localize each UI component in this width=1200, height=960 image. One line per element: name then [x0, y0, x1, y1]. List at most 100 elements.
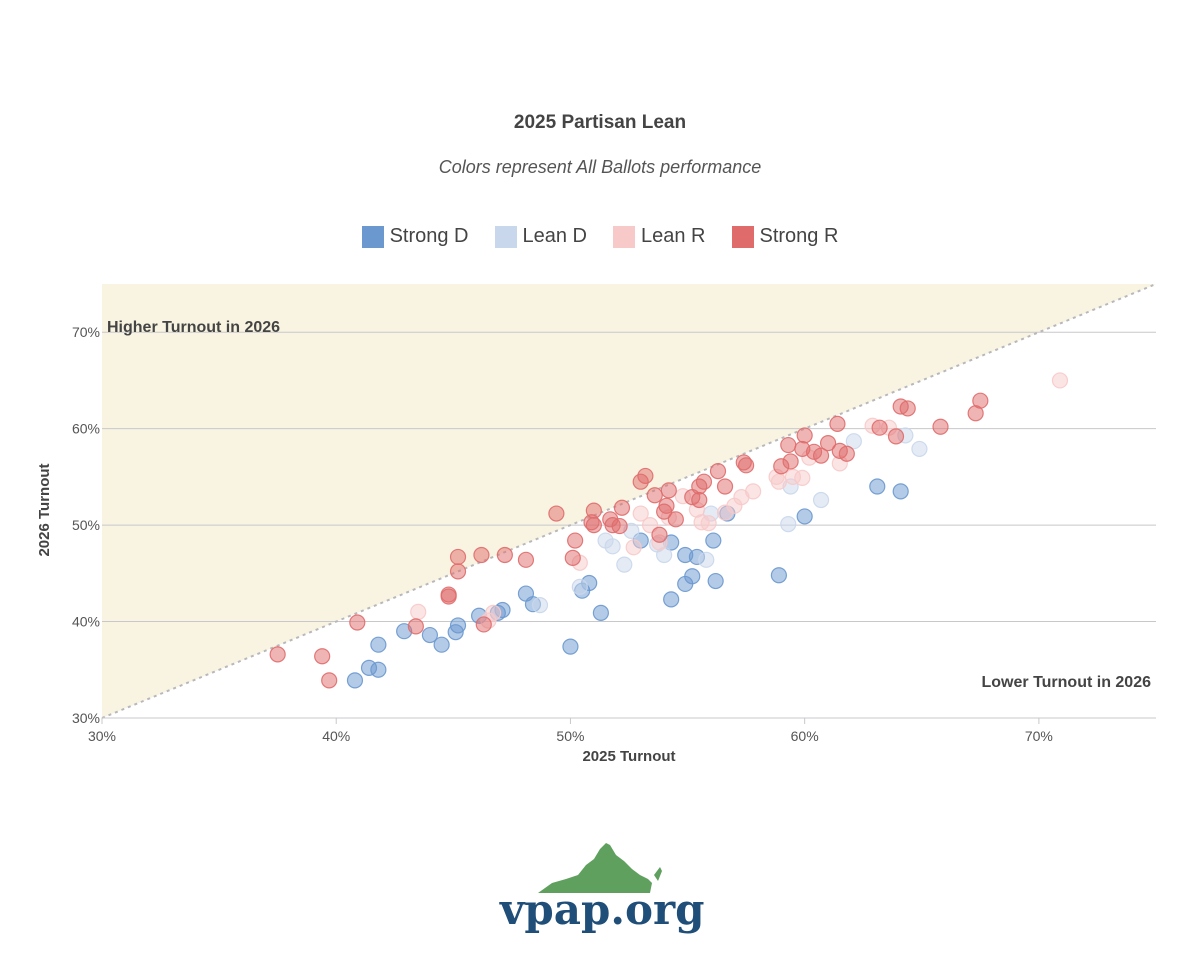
logo-text: vpap.org: [500, 885, 705, 934]
data-point: [567, 532, 584, 549]
x-tick-label: 50%: [556, 728, 584, 744]
data-point: [887, 428, 905, 445]
data-point: [585, 517, 602, 534]
data-point: [531, 597, 549, 614]
data-point: [269, 646, 286, 663]
data-point: [911, 440, 928, 458]
legend-swatch: [361, 225, 384, 248]
data-point: [449, 563, 467, 580]
data-point: [667, 511, 684, 528]
parity-line: [101, 283, 1157, 719]
legend-label: Strong R: [759, 225, 839, 247]
data-point: [440, 588, 457, 605]
x-axis-label: 2025 Turnout: [582, 748, 675, 765]
legend-item-strong-r[interactable]: Strong R: [731, 225, 839, 248]
data-point: [611, 517, 628, 535]
data-point: [475, 616, 492, 633]
data-point: [845, 433, 862, 450]
data-point: [1051, 372, 1069, 389]
data-point: [812, 447, 830, 464]
data-point: [684, 568, 701, 585]
data-point: [346, 672, 364, 689]
x-tick-label: 30%: [88, 728, 116, 744]
data-point: [370, 636, 387, 653]
data-point: [663, 591, 680, 608]
legend-swatch: [613, 225, 635, 248]
data-point: [562, 638, 579, 655]
x-tick-label: 70%: [1025, 728, 1053, 744]
data-point: [738, 457, 755, 474]
data-point: [321, 672, 338, 689]
chart-title: 2025 Partisan Lean: [513, 112, 687, 133]
data-point: [691, 491, 708, 509]
legend-item-lean-d[interactable]: Lean D: [494, 225, 587, 248]
data-point: [616, 556, 633, 573]
data-point: [604, 538, 621, 555]
legend-swatch: [731, 225, 754, 248]
data-point: [698, 551, 715, 568]
y-tick-label: 50%: [72, 517, 100, 533]
data-point: [695, 473, 713, 490]
data-point: [869, 478, 886, 495]
data-point: [899, 400, 916, 417]
data-point: [548, 505, 565, 522]
y-tick-label: 70%: [72, 324, 100, 340]
y-tick-label: 40%: [72, 614, 100, 630]
series-strong-d: [346, 478, 909, 689]
data-point: [705, 532, 722, 549]
data-point: [433, 636, 450, 653]
data-point: [707, 572, 724, 590]
data-point: [829, 415, 846, 432]
vpap-logo: vpap.org: [500, 835, 705, 950]
data-point: [421, 626, 439, 644]
data-point: [782, 453, 799, 470]
data-point: [794, 469, 811, 486]
data-point: [932, 418, 949, 435]
data-point: [770, 473, 788, 490]
data-point: [449, 548, 467, 566]
series-strong-r: [269, 392, 989, 689]
reference-line: [101, 283, 1157, 719]
legend-item-lean-r[interactable]: Lean R: [613, 225, 706, 248]
virginia-state-icon: [538, 843, 662, 893]
data-point: [871, 419, 888, 436]
data-point: [473, 546, 490, 564]
data-point: [410, 603, 427, 621]
data-point: [709, 463, 727, 480]
data-point: [660, 482, 677, 499]
axes: 30% 40% 50% 60% 70% 30% 40% 50% 60% 70%: [72, 324, 1156, 744]
y-axis-label: 2026 Turnout: [36, 463, 53, 556]
data-point: [517, 551, 535, 568]
data-point: [838, 445, 855, 462]
data-point: [485, 604, 502, 621]
legend: Strong D Lean D Lean R Strong R: [0, 225, 1200, 248]
data-point: [585, 502, 602, 519]
data-point: [700, 515, 717, 532]
data-point: [892, 483, 909, 500]
data-point: [407, 618, 424, 635]
data-point: [449, 617, 467, 634]
data-point: [564, 549, 581, 567]
data-point: [651, 526, 668, 543]
legend-swatch: [494, 225, 517, 248]
data-point: [592, 604, 609, 621]
data-point: [641, 517, 659, 534]
data-point: [780, 436, 797, 454]
data-point: [314, 648, 331, 665]
data-point: [796, 508, 813, 525]
x-tick-label: 60%: [791, 728, 819, 744]
legend-item-strong-d[interactable]: Strong D: [361, 225, 469, 248]
data-point: [370, 661, 387, 678]
data-point: [632, 505, 649, 522]
data-point: [637, 467, 654, 485]
data-point: [812, 491, 830, 509]
x-tick-label: 40%: [322, 728, 350, 744]
legend-label: Lean R: [641, 225, 706, 247]
data-point: [972, 392, 989, 409]
annotation-higher-turnout: Higher Turnout in 2026: [107, 319, 280, 336]
data-point: [796, 427, 813, 444]
data-point: [716, 478, 734, 495]
legend-label: Strong D: [389, 225, 469, 247]
data-point: [780, 516, 797, 533]
